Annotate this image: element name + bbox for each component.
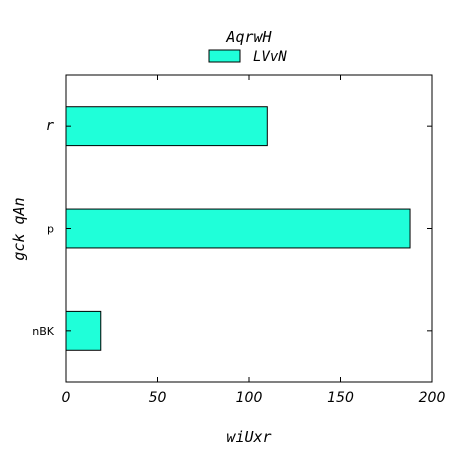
bars-layer xyxy=(65,106,411,351)
x-tick-label: 200 xyxy=(419,390,446,406)
y-tick-label: p xyxy=(47,223,54,236)
y-axis-label: gck qAn xyxy=(10,197,28,260)
x-tick-label: 0 xyxy=(62,390,71,406)
x-axis-label: wiUxr xyxy=(226,428,271,446)
y-axis-ticks: nBK p r xyxy=(32,118,432,338)
y-tick-label: nBK xyxy=(32,325,55,338)
x-axis-ticks: 0 50 100 150 200 xyxy=(62,75,446,406)
legend-swatch xyxy=(208,49,241,63)
legend-label: LVvN xyxy=(253,49,287,65)
bar-r xyxy=(65,106,268,147)
y-tick-label: r xyxy=(46,118,55,134)
x-tick-label: 150 xyxy=(327,390,354,406)
x-tick-label: 100 xyxy=(236,390,263,406)
legend: LVvN xyxy=(208,49,287,65)
chart-title: AqrwH xyxy=(225,28,272,46)
bar-nBK xyxy=(65,310,102,351)
bar-p xyxy=(65,208,411,249)
x-tick-label: 50 xyxy=(149,390,167,406)
